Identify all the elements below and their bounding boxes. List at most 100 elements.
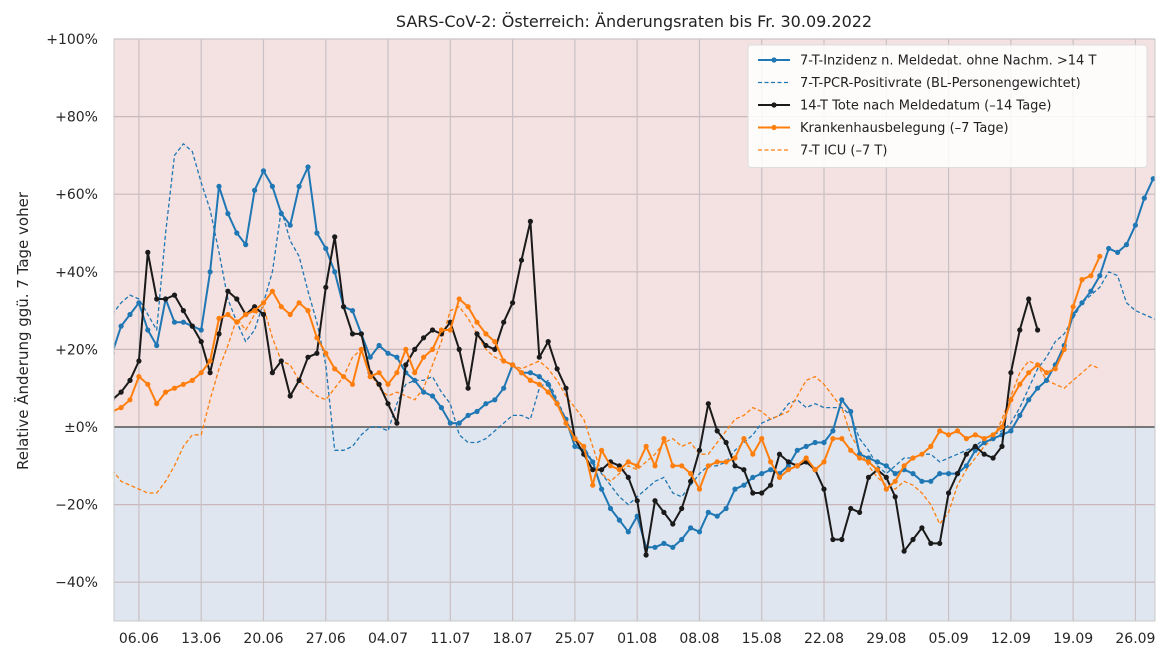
data-point — [385, 401, 391, 407]
data-point — [590, 482, 596, 488]
data-point — [216, 331, 222, 337]
data-point — [198, 370, 204, 376]
series-3 — [114, 253, 1103, 492]
data-point — [785, 463, 792, 469]
data-point — [465, 304, 471, 310]
data-point — [1017, 327, 1023, 333]
data-point — [447, 420, 453, 426]
data-point — [1043, 370, 1050, 376]
data-point — [421, 389, 427, 395]
data-point — [145, 327, 151, 333]
data-point — [910, 536, 916, 543]
series-layer — [114, 143, 1165, 558]
data-point — [527, 218, 534, 224]
data-point — [857, 455, 863, 461]
data-point — [776, 474, 783, 480]
y-tick-label: +60% — [55, 187, 98, 203]
data-point — [768, 482, 774, 488]
legend-label: 7-T ICU (–7 T) — [800, 144, 887, 159]
data-point — [794, 447, 800, 453]
data-point — [759, 436, 765, 442]
data-point — [260, 311, 267, 318]
data-point — [1088, 273, 1094, 279]
data-point — [661, 436, 667, 442]
x-tick-label: 25.07 — [555, 631, 595, 647]
data-point — [946, 432, 952, 438]
data-point — [394, 370, 400, 376]
data-point — [661, 540, 667, 547]
data-point — [189, 377, 195, 383]
data-point — [456, 296, 462, 302]
data-point — [741, 467, 747, 473]
data-point — [839, 536, 845, 543]
data-point — [225, 311, 231, 318]
data-point — [768, 459, 774, 465]
data-point — [1017, 412, 1023, 418]
data-point — [296, 377, 302, 383]
x-tick-label: 04.07 — [368, 631, 408, 647]
data-point — [483, 331, 489, 337]
y-tick-label: +80% — [55, 110, 98, 126]
y-tick-label: −40% — [55, 575, 98, 591]
data-point — [714, 459, 720, 465]
series-1 — [114, 143, 1155, 506]
data-point — [946, 490, 952, 496]
data-point — [581, 443, 587, 449]
data-point — [314, 350, 320, 356]
data-point — [260, 168, 267, 174]
grid — [114, 38, 1155, 621]
data-point — [723, 505, 729, 512]
data-point — [599, 447, 605, 453]
data-point — [554, 401, 560, 407]
data-point — [990, 455, 996, 461]
data-point — [883, 474, 889, 480]
data-point — [429, 346, 436, 352]
data-point — [163, 389, 169, 395]
data-point — [848, 408, 854, 415]
data-point — [323, 284, 329, 290]
data-point — [874, 459, 881, 465]
data-point — [145, 249, 151, 255]
data-point — [670, 463, 676, 469]
data-point — [741, 482, 747, 488]
data-point — [180, 308, 186, 314]
data-point — [118, 405, 124, 411]
data-point — [198, 327, 204, 333]
data-point — [981, 436, 987, 442]
data-point — [732, 463, 738, 469]
data-point — [1008, 397, 1014, 403]
legend: 7-T-Inzidenz n. Meldedat. ohne Nachm. >1… — [747, 44, 1148, 168]
legend-label: Krankenhausbelegung (–7 Tage) — [800, 121, 1009, 136]
data-point — [830, 428, 836, 434]
data-point — [278, 304, 284, 310]
data-point — [963, 463, 970, 469]
data-point — [225, 288, 231, 294]
data-point — [554, 366, 560, 372]
data-point — [269, 288, 275, 294]
data-point — [750, 451, 756, 457]
data-point — [1035, 385, 1041, 391]
data-point — [216, 315, 222, 321]
data-point — [1150, 176, 1155, 182]
x-tick-label: 26.09 — [1115, 631, 1155, 647]
data-point — [910, 455, 916, 461]
data-point — [171, 319, 178, 325]
data-point — [305, 354, 311, 360]
data-point — [278, 211, 284, 217]
data-point — [830, 536, 836, 543]
data-point — [848, 505, 854, 512]
data-point — [163, 296, 169, 302]
data-point — [412, 377, 418, 383]
legend-item: 7-T-Inzidenz n. Meldedat. ohne Nachm. >1… — [758, 54, 1096, 69]
data-point — [367, 354, 373, 360]
data-point — [501, 319, 507, 325]
data-point — [785, 459, 792, 465]
y-tick-label: +40% — [55, 265, 98, 281]
data-point — [999, 424, 1005, 430]
data-point — [1160, 172, 1165, 177]
x-tick-label: 29.08 — [866, 631, 906, 647]
data-point — [260, 300, 267, 306]
data-point — [545, 381, 551, 387]
data-point — [180, 319, 186, 325]
data-point — [839, 436, 845, 442]
